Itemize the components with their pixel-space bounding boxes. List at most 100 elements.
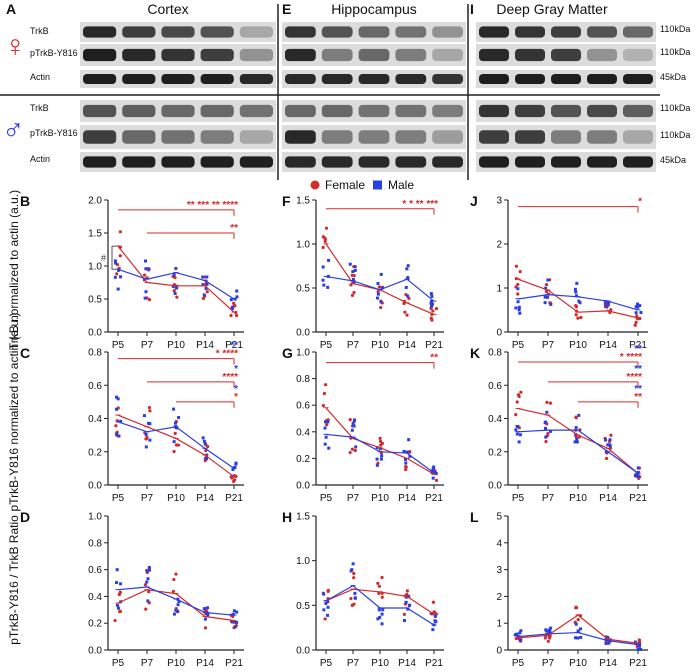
data-point-male	[233, 625, 237, 629]
significance-stars: **	[230, 223, 238, 234]
data-point-male	[406, 294, 410, 298]
data-point-male	[433, 614, 437, 618]
blot-band	[161, 26, 195, 38]
data-point-female	[118, 254, 122, 258]
blot-band	[432, 130, 463, 144]
data-point-male	[575, 281, 579, 285]
x-tick-label: P21	[629, 658, 647, 669]
data-point-male	[205, 275, 209, 279]
blot-band	[161, 130, 195, 144]
x-tick-label: P7	[542, 340, 555, 351]
data-point-male	[518, 631, 522, 635]
data-point-female	[145, 435, 149, 439]
data-point-female	[142, 273, 147, 277]
data-point-male	[202, 607, 206, 611]
data-point-female	[574, 416, 578, 420]
y-tick-label: 1	[496, 619, 502, 630]
data-point-female	[229, 313, 233, 318]
blot-band	[587, 73, 617, 85]
male-symbol-icon: ♂	[2, 114, 25, 147]
blot-band	[623, 156, 653, 168]
blot-band	[239, 104, 273, 118]
data-point-female	[147, 405, 152, 410]
ylabel-ptrkb: pTrkB-Y816 normalized to actin (a.u.)	[7, 313, 21, 512]
data-point-male	[547, 628, 551, 632]
y-tick-label: 2	[496, 240, 502, 251]
y-tick-label: 0.8	[88, 538, 102, 549]
significance-stars: * ****	[620, 352, 642, 363]
x-tick-label: P7	[141, 493, 154, 504]
western-blot-section: A Cortex E Hippocampus I Deep Gray Matte…	[0, 1, 690, 180]
data-point-female	[205, 290, 209, 294]
x-tick-label: P7	[542, 658, 555, 669]
data-point-male	[353, 265, 357, 269]
data-point-female	[431, 600, 436, 604]
data-point-male	[232, 466, 236, 470]
data-point-male	[327, 258, 331, 262]
data-point-male	[406, 264, 410, 268]
data-point-male	[115, 568, 119, 572]
data-point-male	[605, 635, 609, 639]
data-point-male	[515, 632, 519, 636]
data-point-male	[518, 311, 522, 315]
data-point-female	[350, 603, 355, 607]
data-point-female	[171, 589, 175, 593]
data-point-male	[431, 476, 435, 480]
blot-band	[161, 104, 195, 118]
y-tick-label: 0.2	[88, 447, 102, 458]
data-point-male	[148, 422, 152, 426]
data-point-male	[408, 603, 412, 607]
blot-band	[395, 26, 427, 38]
chart-panel-l: L 0 1 2 3 4 5 P5 P7 P10 P14 P21	[470, 509, 648, 669]
y-tick-label: 0.4	[88, 592, 102, 603]
blot-band	[285, 26, 316, 38]
data-point-female	[201, 296, 206, 300]
data-point-male	[430, 294, 434, 298]
blot-band	[587, 26, 617, 38]
blot-band	[395, 130, 427, 144]
data-point-male	[119, 275, 123, 279]
blot-band	[285, 104, 316, 118]
blot-band	[122, 130, 156, 144]
data-point-male	[408, 454, 412, 458]
x-tick-label: P7	[347, 493, 360, 504]
y-tick-label: 0.5	[88, 295, 102, 306]
data-point-male	[349, 569, 353, 573]
data-point-male	[516, 424, 520, 428]
data-point-male	[576, 636, 580, 640]
data-point-male	[578, 301, 582, 305]
panel-letter: F	[282, 193, 291, 209]
y-tick-label: 0.0	[296, 646, 310, 657]
data-point-male	[144, 445, 148, 449]
y-tick-label: 0.5	[296, 284, 310, 295]
data-point-female	[376, 289, 380, 294]
data-point-male	[326, 605, 330, 609]
blot-band	[200, 156, 234, 168]
x-tick-label: P14	[196, 658, 214, 669]
panel-letter: G	[282, 345, 293, 361]
data-point-male	[639, 647, 643, 651]
data-point-male	[432, 465, 436, 469]
data-point-female	[324, 226, 329, 230]
blot-title-hippocampus: Hippocampus	[331, 1, 417, 17]
data-point-male	[325, 599, 329, 603]
blot-band	[321, 156, 353, 168]
data-point-female	[348, 417, 352, 422]
data-point-male	[545, 629, 549, 633]
data-point-male	[376, 296, 380, 300]
data-point-male	[402, 449, 406, 453]
data-point-male	[147, 565, 151, 569]
data-point-male	[634, 305, 638, 309]
blot-band	[587, 130, 617, 144]
blot-band	[122, 26, 156, 38]
data-point-male	[634, 311, 638, 315]
blot-band	[239, 156, 273, 168]
blot-band	[587, 48, 617, 62]
data-point-male	[144, 432, 148, 436]
x-tick-label: P5	[320, 658, 333, 669]
data-point-male	[634, 473, 638, 477]
data-point-male	[206, 606, 210, 610]
data-point-male	[203, 442, 207, 446]
data-point-male	[433, 619, 437, 623]
data-point-male	[543, 301, 547, 305]
